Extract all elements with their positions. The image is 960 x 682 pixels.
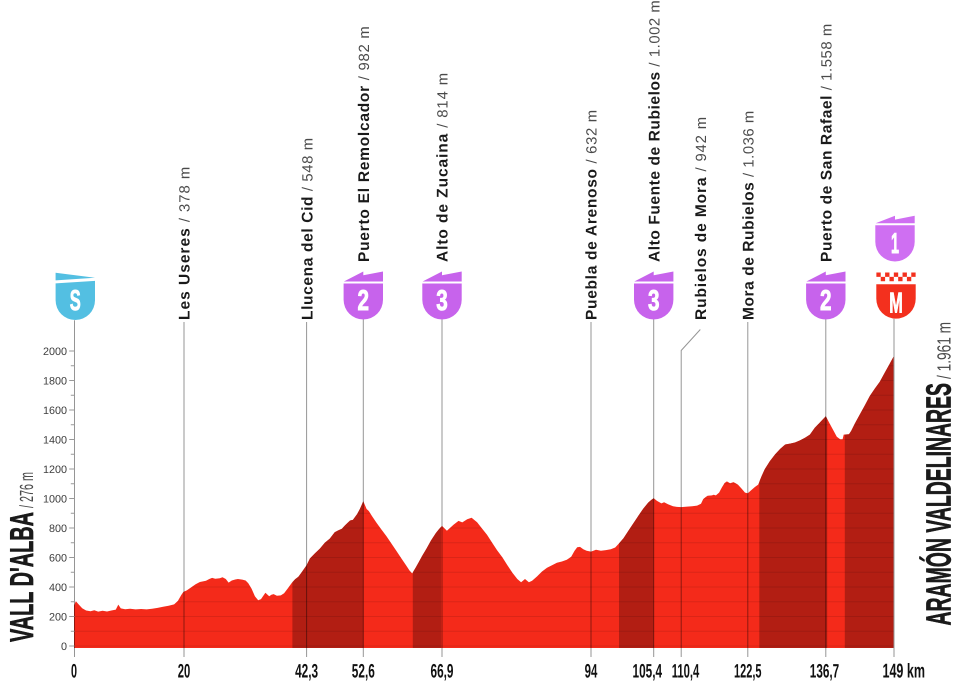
svg-text:66,9: 66,9 xyxy=(431,661,454,682)
svg-text:Mora de Rubielos / 1.036 m: Mora de Rubielos / 1.036 m xyxy=(741,110,758,320)
svg-text:M: M xyxy=(889,287,903,319)
svg-text:1400: 1400 xyxy=(43,434,67,446)
svg-text:0: 0 xyxy=(61,641,67,653)
svg-text:2000: 2000 xyxy=(43,346,67,358)
svg-text:800: 800 xyxy=(49,523,67,535)
svg-text:Alto de Zucaina / 814 m: Alto de Zucaina / 814 m xyxy=(435,72,452,262)
svg-text:Llucena del Cid / 548 m: Llucena del Cid / 548 m xyxy=(299,137,316,320)
svg-text:VALL D'ALBA/ 276 m: VALL D'ALBA/ 276 m xyxy=(3,472,40,642)
svg-text:1: 1 xyxy=(891,228,899,260)
svg-text:400: 400 xyxy=(49,582,67,594)
svg-text:2: 2 xyxy=(358,285,370,317)
svg-text:0: 0 xyxy=(71,661,77,682)
svg-text:122,5: 122,5 xyxy=(734,661,762,682)
svg-text:149 km: 149 km xyxy=(883,661,926,682)
svg-text:Les Useres / 378 m: Les Useres / 378 m xyxy=(177,166,194,320)
svg-text:Puebla de Arenoso / 632 m: Puebla de Arenoso / 632 m xyxy=(584,109,601,320)
svg-text:600: 600 xyxy=(49,552,67,564)
svg-text:3: 3 xyxy=(648,285,660,317)
svg-text:42,3: 42,3 xyxy=(295,661,318,682)
svg-text:20: 20 xyxy=(178,661,191,682)
svg-text:1600: 1600 xyxy=(43,405,67,417)
svg-text:Puerto de San Rafael / 1.558 m: Puerto de San Rafael / 1.558 m xyxy=(819,23,836,262)
svg-text:Puerto El Remolcador / 982 m: Puerto El Remolcador / 982 m xyxy=(356,26,373,262)
svg-text:2: 2 xyxy=(820,285,832,317)
svg-text:S: S xyxy=(70,285,81,317)
svg-text:200: 200 xyxy=(49,611,67,623)
svg-text:94: 94 xyxy=(585,661,598,682)
svg-text:Rubielos de Mora / 942 m: Rubielos de Mora / 942 m xyxy=(693,116,710,320)
svg-text:52,6: 52,6 xyxy=(352,661,375,682)
svg-text:Alto Fuente de Rubielos / 1.00: Alto Fuente de Rubielos / 1.002 m xyxy=(646,0,663,262)
svg-text:136,7: 136,7 xyxy=(810,661,839,682)
svg-text:1800: 1800 xyxy=(43,375,67,387)
svg-text:110,4: 110,4 xyxy=(672,661,700,682)
svg-text:1000: 1000 xyxy=(43,493,67,505)
svg-text:105,4: 105,4 xyxy=(633,661,663,682)
svg-text:3: 3 xyxy=(436,285,448,317)
svg-text:1200: 1200 xyxy=(43,464,67,476)
svg-text:ARAMÓN VALDELINARES/ 1.961 m: ARAMÓN VALDELINARES/ 1.961 m xyxy=(919,322,959,626)
